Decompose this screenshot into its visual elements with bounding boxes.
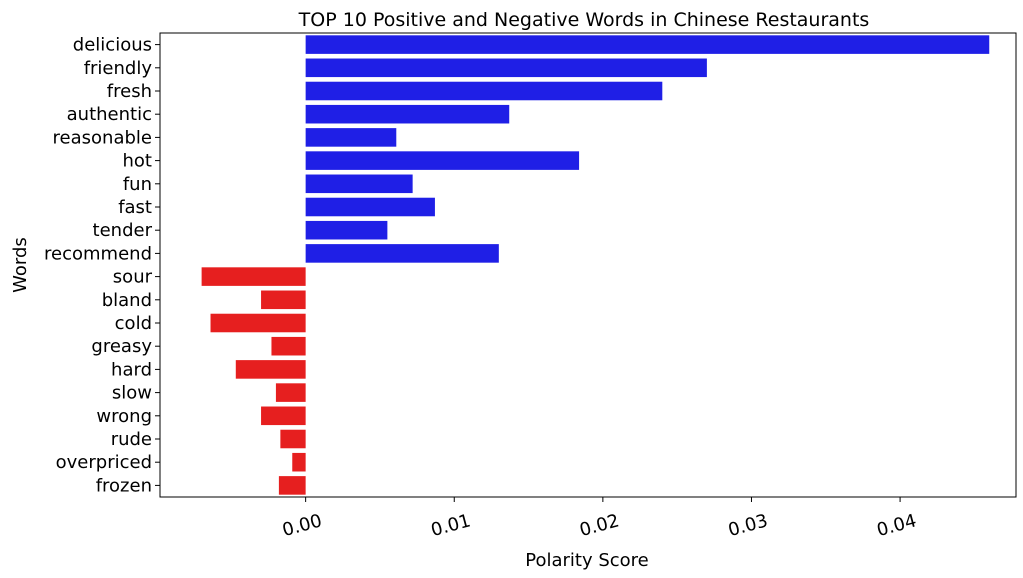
y-tick-label-sour: sour — [113, 267, 153, 288]
y-tick-label-friendly: friendly — [84, 58, 153, 79]
bars-group — [201, 35, 990, 495]
y-tick-label-cold: cold — [115, 313, 152, 334]
bar-fun — [305, 174, 413, 194]
y-tick-label-reasonable: reasonable — [53, 127, 152, 148]
y-tick-label-delicious: delicious — [73, 35, 152, 56]
y-tick-label-overpriced: overpriced — [56, 452, 152, 473]
y-tick-label-greasy: greasy — [91, 336, 152, 357]
bar-rude — [280, 429, 306, 449]
y-tick-label-fun: fun — [123, 174, 152, 195]
plot-frame — [159, 32, 1017, 498]
bar-frozen — [278, 476, 306, 495]
x-ticks: 0.00 0.01 0.02 0.03 0.04 — [280, 497, 919, 541]
y-tick-label-rude: rude — [111, 429, 152, 450]
bar-cold — [210, 313, 306, 333]
bar-sour — [201, 267, 306, 286]
bar-reasonable — [305, 128, 397, 147]
bar-slow — [275, 383, 306, 402]
bar-hard — [235, 360, 306, 379]
bar-authentic — [305, 104, 510, 124]
y-tick-label-frozen: frozen — [96, 475, 152, 496]
bar-bland — [261, 290, 306, 310]
x-tick-label-3: 0.03 — [726, 510, 770, 541]
y-tick-label-tender: tender — [93, 220, 153, 241]
chart-title: TOP 10 Positive and Negative Words in Ch… — [298, 9, 870, 31]
bar-hot — [305, 151, 580, 170]
bar-recommend — [305, 244, 499, 263]
bar-overpriced — [292, 452, 306, 472]
x-tick-label-0: 0.00 — [280, 510, 324, 541]
y-tick-label-recommend: recommend — [44, 243, 152, 264]
y-tick-label-bland: bland — [102, 290, 152, 311]
y-tick-label-fresh: fresh — [107, 81, 152, 102]
y-tick-label-hot: hot — [123, 151, 152, 172]
y-tick-label-wrong: wrong — [96, 406, 152, 427]
x-axis-label: Polarity Score — [525, 550, 649, 571]
x-tick-label-4: 0.04 — [875, 510, 919, 541]
bar-delicious — [305, 35, 990, 54]
y-tick-label-authentic: authentic — [67, 104, 152, 125]
bar-greasy — [271, 336, 306, 356]
bar-fast — [305, 197, 435, 217]
x-tick-label-2: 0.02 — [577, 510, 621, 541]
y-tick-label-fast: fast — [118, 197, 152, 218]
y-tick-label-slow: slow — [112, 383, 152, 404]
bar-fresh — [305, 81, 663, 101]
bar-wrong — [261, 406, 306, 426]
y-axis-label: Words — [10, 237, 31, 293]
bar-tender — [305, 220, 388, 240]
y-tick-label-hard: hard — [111, 359, 152, 380]
y-tick-labels: deliciousfriendlyfreshauthenticreasonabl… — [44, 35, 160, 496]
bar-friendly — [305, 58, 707, 78]
x-tick-label-1: 0.01 — [429, 510, 473, 541]
